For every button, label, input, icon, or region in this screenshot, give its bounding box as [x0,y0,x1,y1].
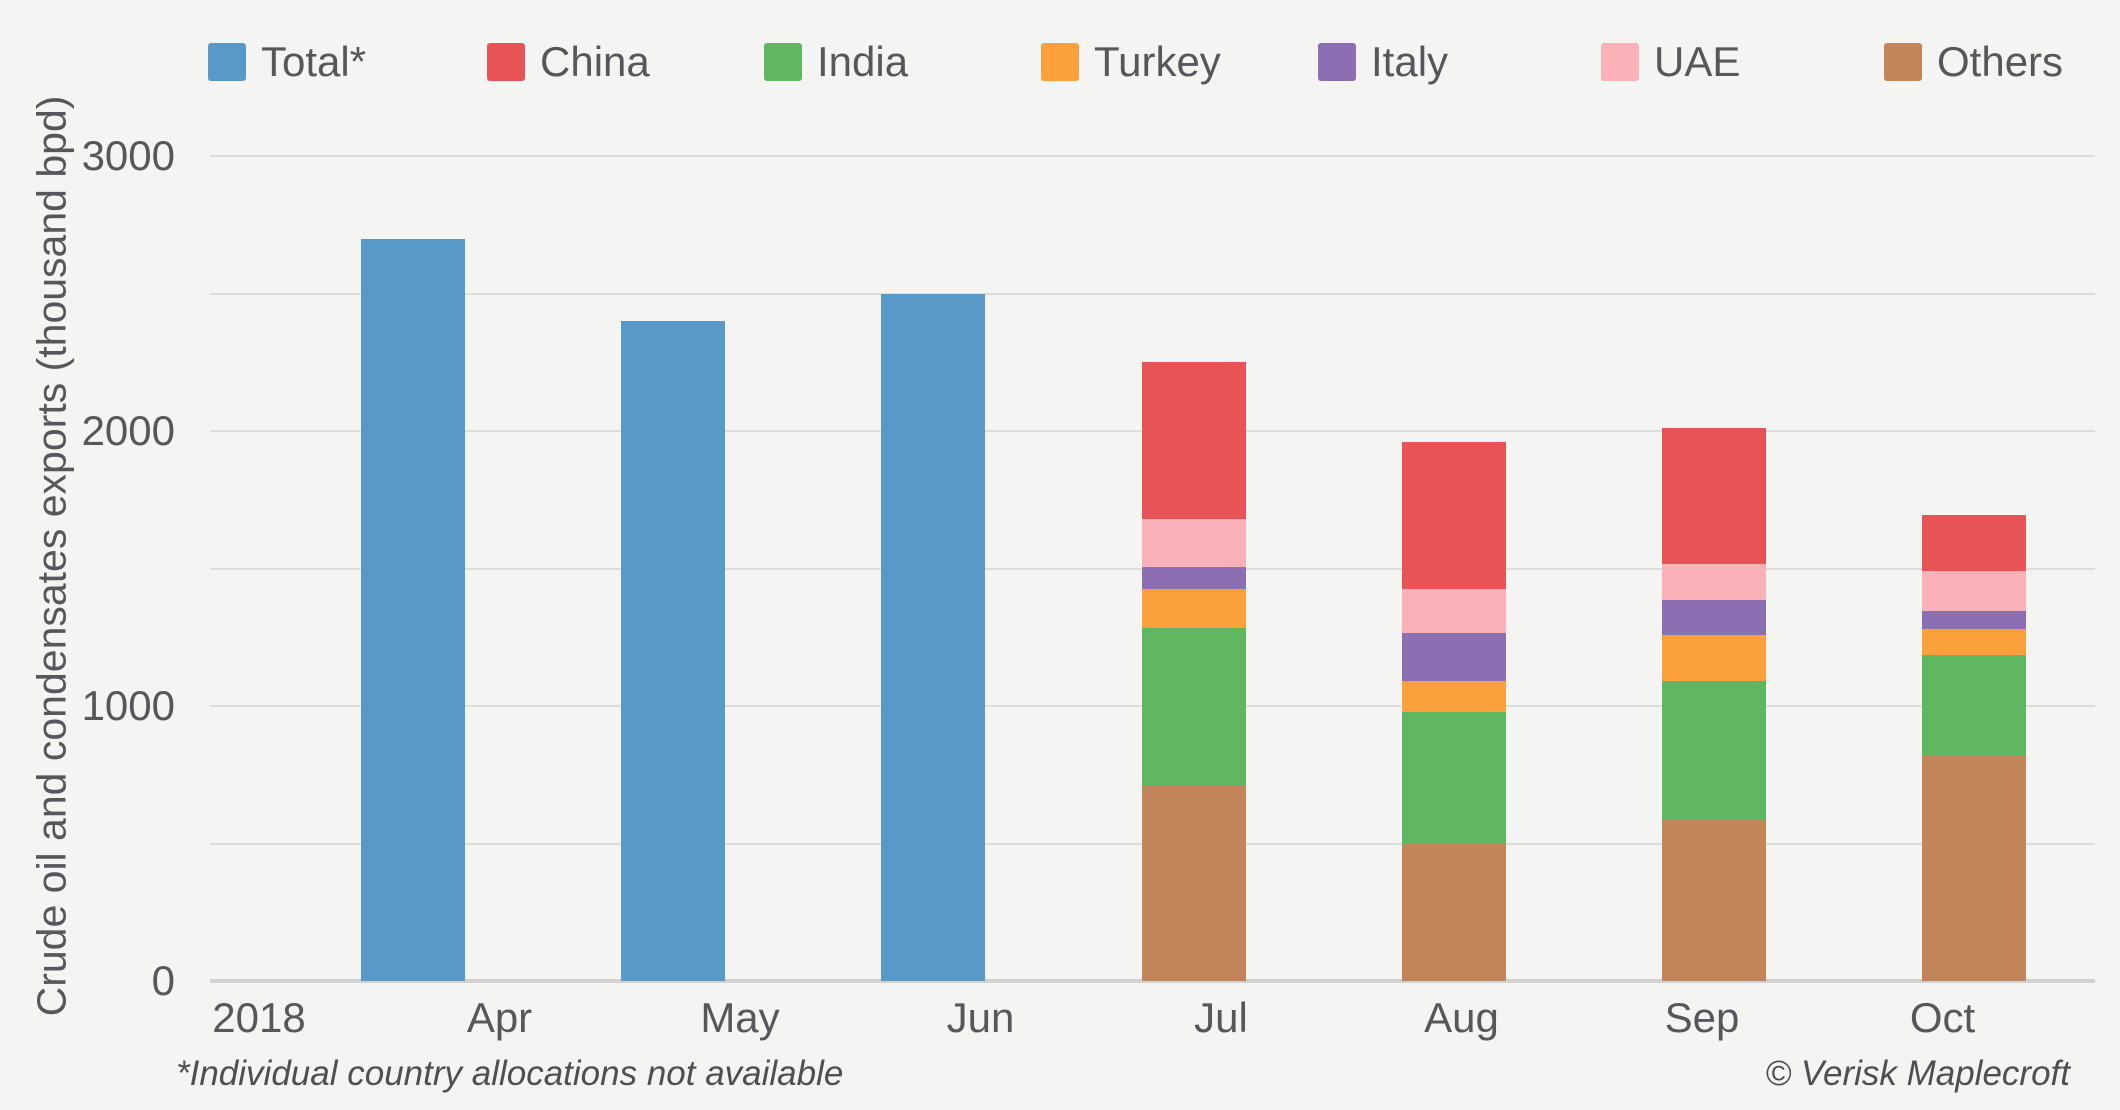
bar-segment-others[interactable] [1141,785,1246,981]
credit: © Verisk Maplecroft [1765,1054,2070,1093]
x-tick-label-2018: 2018 [212,994,306,1041]
bar-segment-china[interactable] [1141,362,1246,519]
legend-item-others[interactable]: Others [1884,38,2063,86]
bar-segment-turkey[interactable] [1922,629,2027,656]
bar-segment-uae[interactable] [1662,564,1766,601]
legend-item-turkey[interactable]: Turkey [1041,38,1221,86]
bar-segment-uae[interactable] [1922,571,2027,612]
legend-item-italy[interactable]: Italy [1318,38,1448,86]
y-tick-label-1000: 1000 [81,682,175,729]
legend-swatch-india [764,43,802,81]
bar-segment-italy[interactable] [1662,600,1766,635]
x-tick-label-oct: Oct [1909,994,1976,1041]
y-tick-label-0: 0 [151,957,175,1004]
legend-item-total[interactable]: Total* [208,38,366,86]
y-axis-title: Crude oil and condensates exports (thous… [28,95,75,1017]
y-tick-label-3000: 3000 [81,132,175,179]
legend-item-india[interactable]: India [764,38,908,86]
footnote: *Individual country allocations not avai… [176,1054,844,1093]
y-tick-label-2000: 2000 [81,407,175,454]
bar-segment-italy[interactable] [1401,633,1506,682]
bar-oct[interactable] [1922,514,2027,981]
legend-label: UAE [1654,38,1741,85]
bar-segment-italy[interactable] [1922,611,2027,629]
bar-segment-india[interactable] [1401,711,1506,844]
bar-segment-uae[interactable] [1401,589,1506,634]
legend-swatch-others [1884,43,1922,81]
bar-segment-total[interactable] [361,238,465,981]
bar-jul[interactable] [1141,362,1246,981]
legend-swatch-total [208,43,246,81]
legend-swatch-italy [1318,43,1356,81]
bar-segment-india[interactable] [1141,627,1246,786]
legend-label: Italy [1371,38,1449,85]
bar-jun[interactable] [881,293,986,981]
x-axis-line [210,979,2095,983]
x-tick-label-jun: Jun [946,994,1015,1041]
legend-swatch-turkey [1041,43,1079,81]
legend-label: Others [1937,38,2064,85]
gridline-3000 [210,155,2095,157]
bar-segment-total[interactable] [881,293,986,981]
bar-segment-india[interactable] [1922,655,2027,756]
legend-swatch-china [487,43,525,81]
bar-segment-turkey[interactable] [1662,634,1766,682]
bar-sep[interactable] [1662,428,1766,981]
legend-label: India [817,38,909,85]
x-tick-label-apr: Apr [466,994,533,1041]
bar-segment-uae[interactable] [1141,519,1246,568]
bar-segment-china[interactable] [1922,514,2027,572]
bar-aug[interactable] [1401,442,1506,981]
x-tick-label-aug: Aug [1424,994,1499,1041]
bar-segment-italy[interactable] [1141,567,1246,590]
bar-segment-turkey[interactable] [1141,589,1246,628]
bar-segment-others[interactable] [1662,820,1766,981]
bar-segment-others[interactable] [1922,755,2027,981]
bar-segment-turkey[interactable] [1401,681,1506,712]
x-tick-label-sep: Sep [1664,994,1740,1041]
legend-item-uae[interactable]: UAE [1601,38,1740,86]
bar-segment-others[interactable] [1401,843,1506,981]
x-tick-label-may: May [700,994,780,1041]
legend-item-china[interactable]: China [487,38,650,86]
legend-label: China [540,38,650,85]
bar-segment-china[interactable] [1401,442,1506,590]
gridline-2500 [210,292,2095,295]
legend-label: Total* [261,38,367,85]
bar-segment-total[interactable] [621,321,726,981]
bar-segment-china[interactable] [1662,428,1766,565]
bar-may[interactable] [621,321,726,981]
x-tick-label-jul: Jul [1194,994,1248,1041]
bar-segment-india[interactable] [1662,681,1766,821]
bar-apr[interactable] [361,238,465,981]
legend-label: Turkey [1094,38,1221,85]
legend-swatch-uae [1601,43,1639,81]
